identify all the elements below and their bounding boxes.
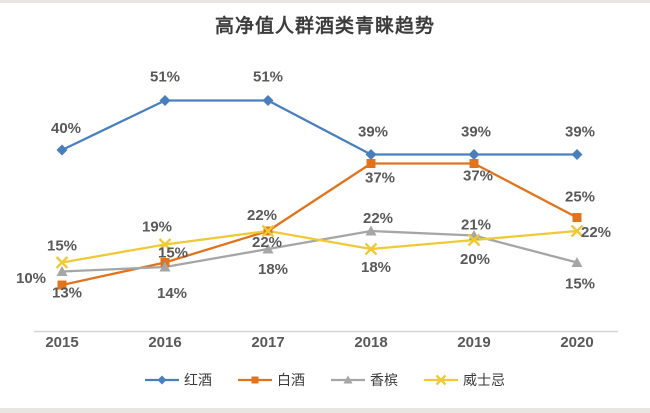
x-marker [435,374,447,386]
x-axis-tick-label: 2017 [251,334,284,351]
diamond-marker [262,95,274,106]
x-axis-tick-label: 2018 [354,334,387,351]
legend-triangle-swatch-icon [331,375,365,384]
data-label: 18% [361,259,391,276]
data-label: 19% [142,219,172,236]
data-label: 15% [158,245,188,262]
legend-square-swatch-icon [238,376,272,384]
series-markers-威士忌 [55,224,584,269]
legend-label: 威士忌 [463,372,505,388]
x-marker [570,224,584,238]
data-label: 22% [363,210,393,227]
square-marker [57,280,67,290]
diamond-marker [571,149,583,160]
x-marker [55,256,69,269]
data-label: 25% [565,189,595,206]
x-axis-tick-label: 2016 [148,334,181,351]
data-label: 20% [460,251,490,268]
data-label: 22% [581,224,611,241]
legend-item-威士忌: 威士忌 [424,370,505,390]
data-label: 14% [157,285,187,302]
data-label: 39% [565,124,595,141]
data-label: 18% [258,261,288,278]
legend-item-红酒: 红酒 [145,370,212,390]
data-label: 37% [463,168,493,185]
diamond-marker [468,149,480,160]
x-axis-tick-label: 2019 [457,334,490,351]
diamond-marker [56,144,68,156]
triangle-marker [262,243,274,254]
triangle-marker [56,266,68,276]
series-markers-红酒 [56,95,583,160]
data-label: 51% [253,69,283,86]
chart-legend: 红酒 白酒 香槟 威士忌 [0,370,650,390]
series-lines [61,99,578,287]
square-marker [251,376,259,384]
top-edge-strip [0,0,650,3]
series-markers [55,95,584,290]
diamond-marker [159,95,171,106]
data-label: 39% [461,124,491,141]
legend-label: 白酒 [277,372,305,388]
legend-item-香槟: 香槟 [331,370,398,390]
diamond-marker [365,149,377,160]
data-label: 10% [16,270,46,287]
diamond-marker [157,375,167,385]
x-marker [261,224,275,238]
square-marker [366,159,376,168]
square-marker [469,159,479,168]
triangle-marker [159,261,171,272]
x-axis-tick-label: 2020 [560,334,593,351]
x-marker [158,238,172,251]
triangle-marker [365,225,377,236]
x-marker [364,242,378,256]
x-marker [467,233,481,247]
data-label: 21% [461,217,491,234]
triangle-marker [343,375,353,384]
data-label: 15% [47,238,77,255]
bottom-edge-strip [0,408,650,413]
data-labels: 40%51% 51%39% 39% 39%10%15%22%37% 37%25%13% 1… [16,69,611,303]
legend-label: 香槟 [370,372,398,388]
legend-item-白酒: 白酒 [238,370,305,390]
data-label: 22% [252,234,282,251]
legend-label: 红酒 [184,372,212,388]
data-label: 40% [51,120,81,137]
legend-diamond-swatch-icon [145,375,179,385]
data-label: 37% [365,170,395,187]
series-line-白酒 [61,162,578,287]
series-line-红酒 [61,99,577,156]
square-marker [572,213,582,222]
series-line-威士忌 [61,229,578,264]
triangle-marker [571,257,583,267]
legend-x-swatch-icon [424,374,458,386]
data-label: 13% [52,285,82,302]
data-label: 22% [247,207,277,224]
x-axis-tick-label: 2015 [45,334,78,351]
data-label: 15% [565,276,595,293]
data-label: 51% [150,69,180,86]
data-label: 39% [358,124,388,141]
chart-title: 高净值人群酒类青睐趋势 [214,16,435,37]
